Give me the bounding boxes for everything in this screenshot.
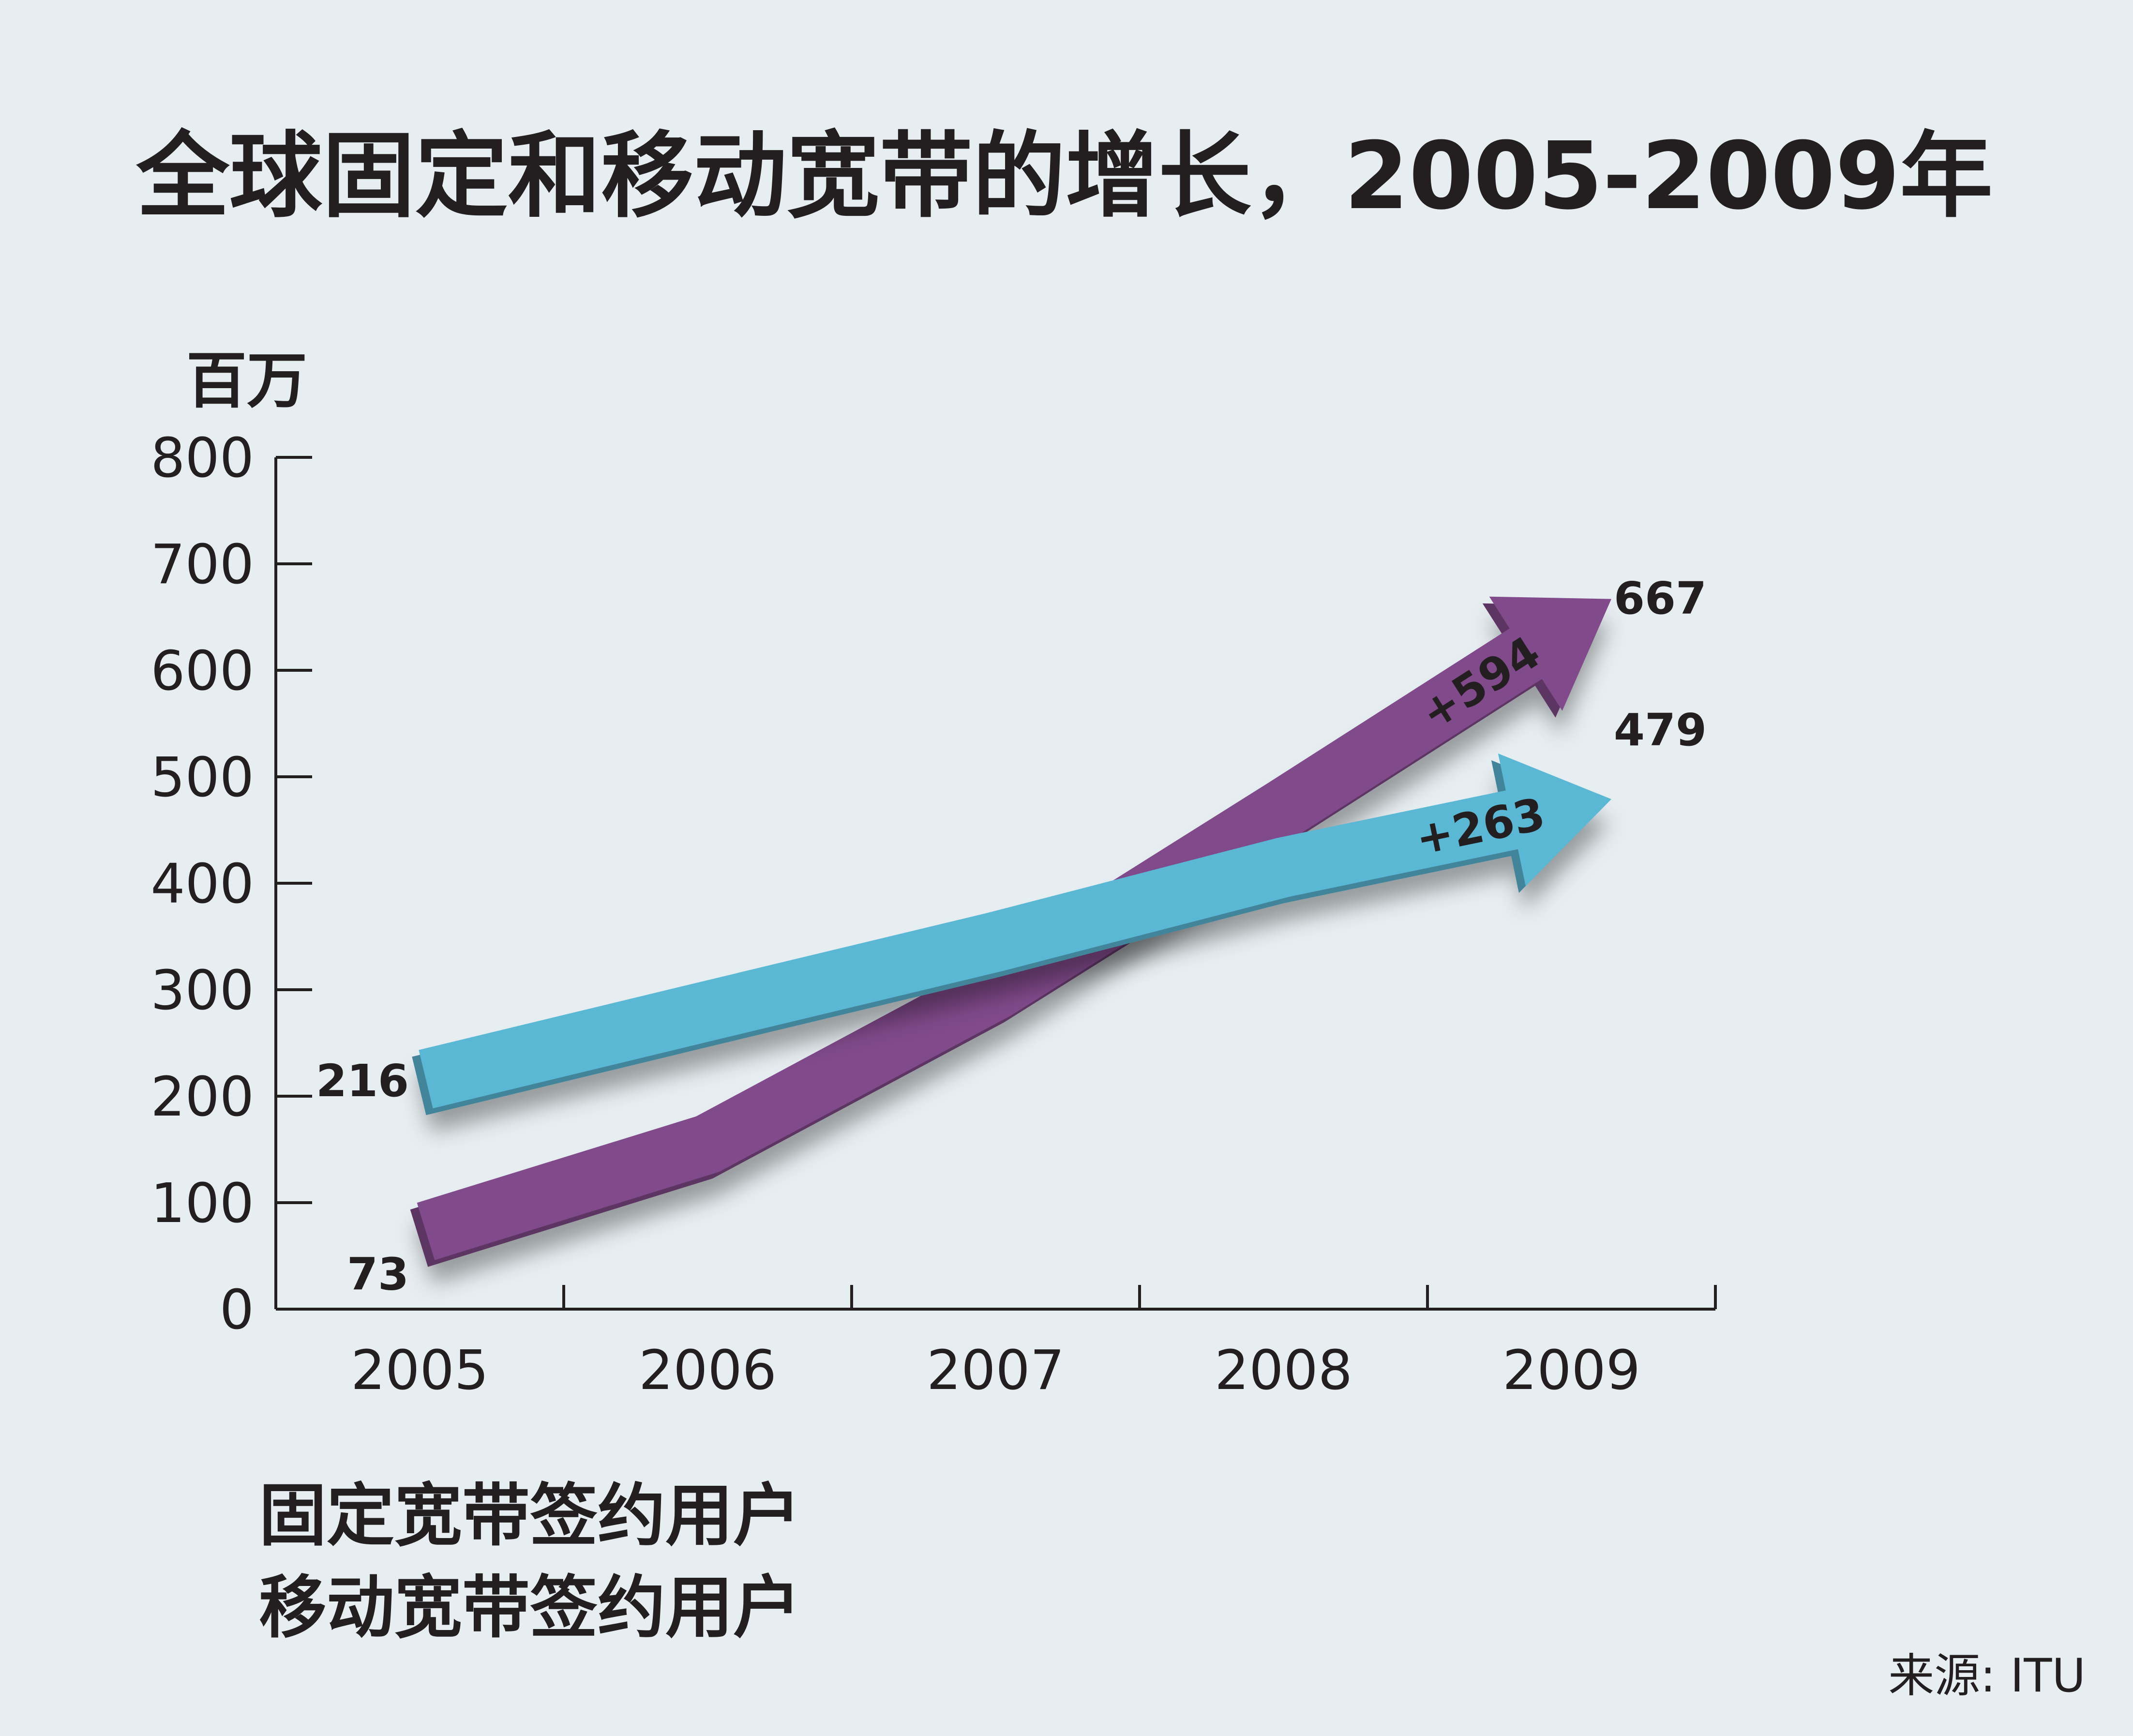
y-tick-labels: 0 100 200 300 400 500 600 700 800 (150, 427, 254, 1342)
series-arrow (417, 596, 1612, 1260)
mobile-start-label: 73 (347, 1248, 409, 1300)
x-tick-label: 2005 (351, 1339, 489, 1402)
y-tick-label: 300 (150, 959, 254, 1022)
series-arrow (419, 753, 1612, 1109)
y-tick-label: 100 (150, 1172, 254, 1235)
series-arrows (410, 596, 1612, 1267)
y-axis-label: 百万 (186, 346, 307, 416)
mobile-end-label: 667 (1614, 573, 1707, 624)
x-tick-label: 2006 (639, 1339, 777, 1402)
fixed-end-label: 479 (1614, 704, 1707, 756)
y-tick-label: 800 (150, 427, 254, 490)
y-tick-label: 400 (150, 853, 254, 916)
x-tick-label: 2007 (927, 1339, 1065, 1402)
y-tick-label: 600 (150, 640, 254, 703)
y-tick-label: 200 (150, 1066, 254, 1129)
chart-title: 全球固定和移动宽带的增长，2005-2009年 (136, 122, 1993, 230)
legend-fixed-broadband: 固定宽带签约用户 (259, 1477, 801, 1555)
y-tick-label: 0 (220, 1279, 254, 1342)
x-tick-labels: 2005 2006 2007 2008 2009 (351, 1339, 1640, 1402)
legend-mobile-broadband: 移动宽带签约用户 (259, 1569, 801, 1647)
source-note: 来源: ITU (1888, 1649, 2086, 1703)
fixed-start-label: 216 (316, 1055, 409, 1107)
x-tick-label: 2009 (1502, 1339, 1640, 1402)
y-tick-label: 500 (150, 746, 254, 809)
axes (274, 456, 1717, 1311)
y-tick-label: 700 (150, 533, 254, 596)
legend: 固定宽带签约用户 移动宽带签约用户 (259, 1477, 801, 1647)
x-tick-label: 2008 (1215, 1339, 1352, 1402)
